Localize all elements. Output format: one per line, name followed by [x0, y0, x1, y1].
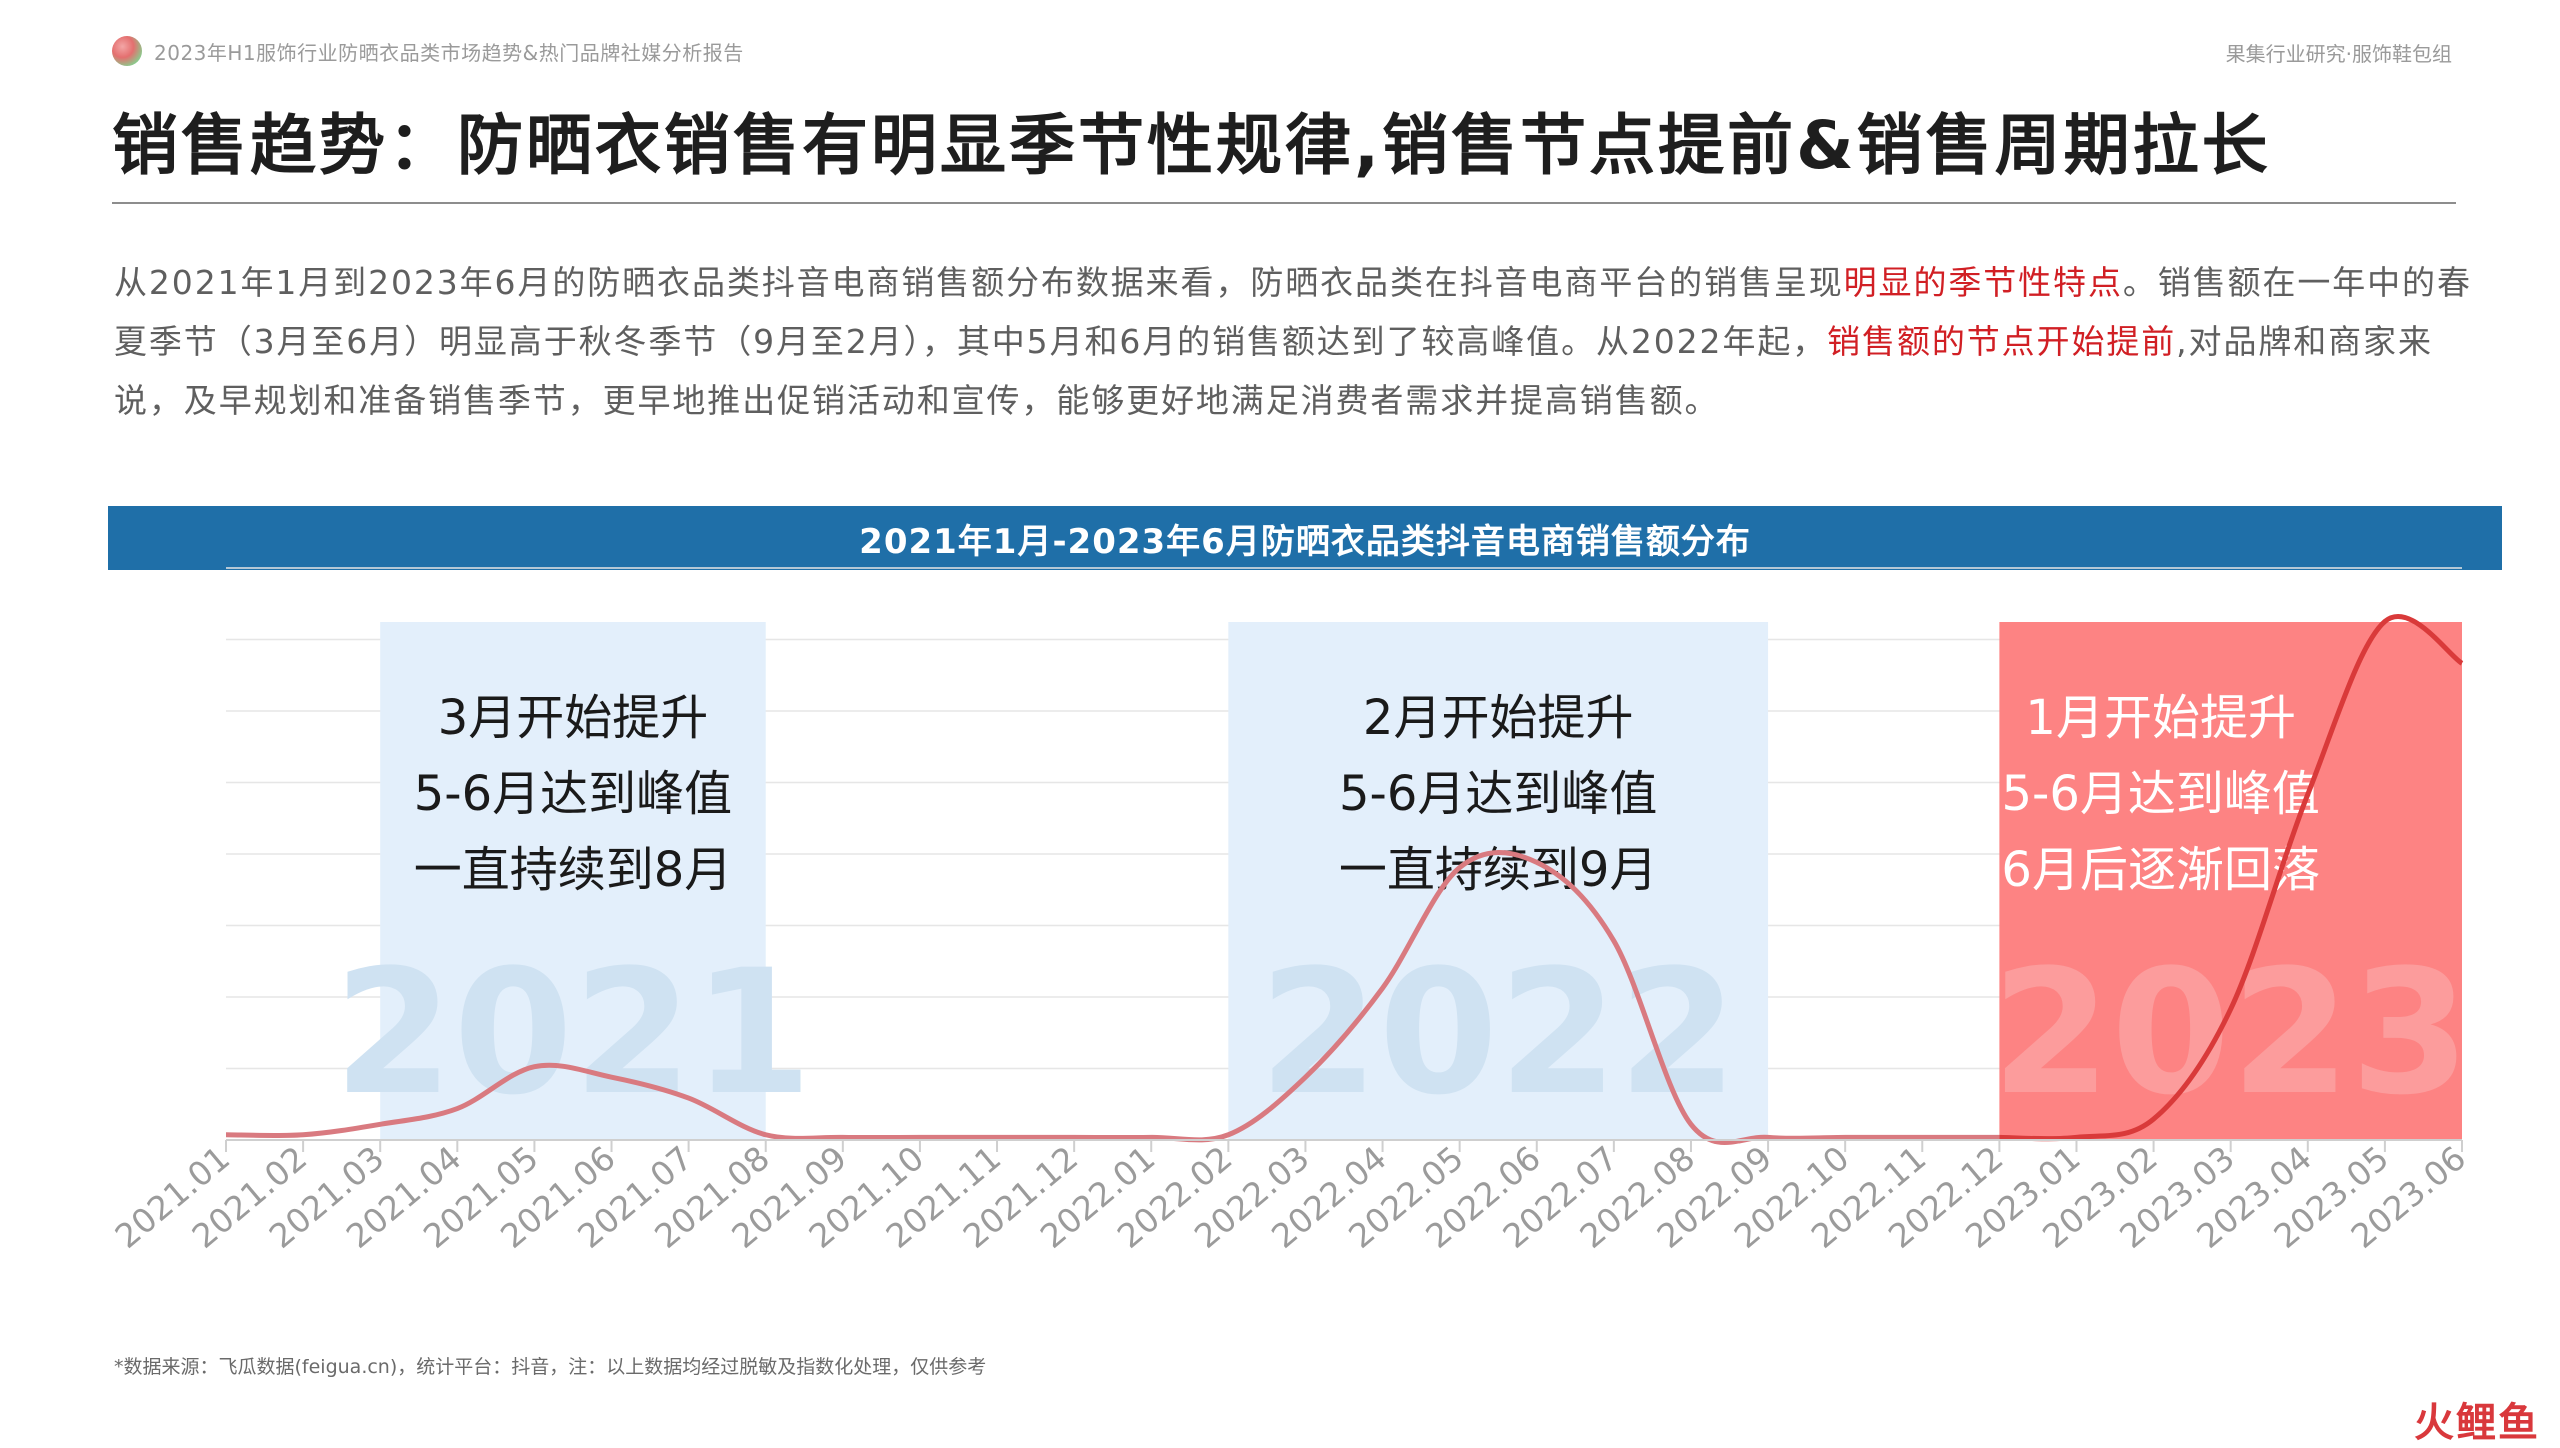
sales-line-2023	[1999, 614, 2464, 1142]
annotation-2021-line-3: 一直持续到8月	[414, 842, 733, 898]
year-watermark-2021: 2021	[334, 932, 813, 1133]
report-name: 2023年H1服饰行业防晒衣品类市场趋势&热门品牌社媒分析报告	[154, 40, 744, 65]
chart-title: 2021年1月-2023年6月防晒衣品类抖音电商销售额分布	[108, 506, 2502, 570]
title-divider	[112, 202, 2456, 204]
sales-line-chart: 20213月开始提升5-6月达到峰值一直持续到8月20222月开始提升5-6月达…	[108, 567, 2473, 1256]
team-label: 果集行业研究·服饰鞋包组	[2225, 42, 2452, 66]
annotation-2023-line-2: 5-6月达到峰值	[2001, 766, 2319, 822]
highlight-region-2023	[1999, 622, 2462, 1140]
highlight-region-2021	[380, 622, 766, 1140]
annotation-2021-line-1: 3月开始提升	[438, 690, 709, 746]
annotation-2022-line-1: 2月开始提升	[1363, 690, 1634, 746]
report-logo-icon	[112, 36, 142, 66]
source-note: *数据来源：飞瓜数据(feigua.cn)，统计平台：抖音，注：以上数据均经过脱…	[114, 1356, 987, 1378]
summary-highlight-2: 销售额的节点开始提前	[1827, 322, 2177, 361]
brand-watermark: 火鲤鱼	[2414, 1400, 2540, 1446]
annotation-2023-line-3: 6月后逐渐回落	[2001, 842, 2320, 898]
annotation-2021-line-2: 5-6月达到峰值	[414, 766, 732, 822]
summary-text-2: 。销售额在一年中的春夏季节（3月至6月）明显高于秋冬季节（9月至2月），其中5月…	[114, 263, 2472, 361]
annotation-2023-line-1: 1月开始提升	[2025, 690, 2296, 746]
sales-line-2021-2022	[225, 850, 2000, 1145]
summary-paragraph: 从2021年1月到2023年6月的防晒衣品类抖音电商销售额分布数据来看，防晒衣品…	[114, 253, 2484, 430]
annotation-2022-line-2: 5-6月达到峰值	[1339, 766, 1657, 822]
summary-text-3: ,对品牌和商家来说，及早规划和准备销售季节，更早地推出促销活动和宣传，能够更好地…	[114, 322, 2433, 420]
summary-text-1: 从2021年1月到2023年6月的防晒衣品类抖音电商销售额分布数据来看，防晒衣品…	[114, 263, 1844, 302]
report-header: 2023年H1服饰行业防晒衣品类市场趋势&热门品牌社媒分析报告	[112, 36, 744, 66]
year-watermark-2023: 2023	[1991, 932, 2470, 1133]
summary-highlight-1: 明显的季节性特点	[1843, 263, 2123, 302]
year-watermark-2022: 2022	[1259, 932, 1738, 1133]
page-title: 销售趋势：防晒衣销售有明显季节性规律,销售节点提前&销售周期拉长	[112, 107, 2271, 184]
highlight-region-2022	[1228, 622, 1769, 1140]
